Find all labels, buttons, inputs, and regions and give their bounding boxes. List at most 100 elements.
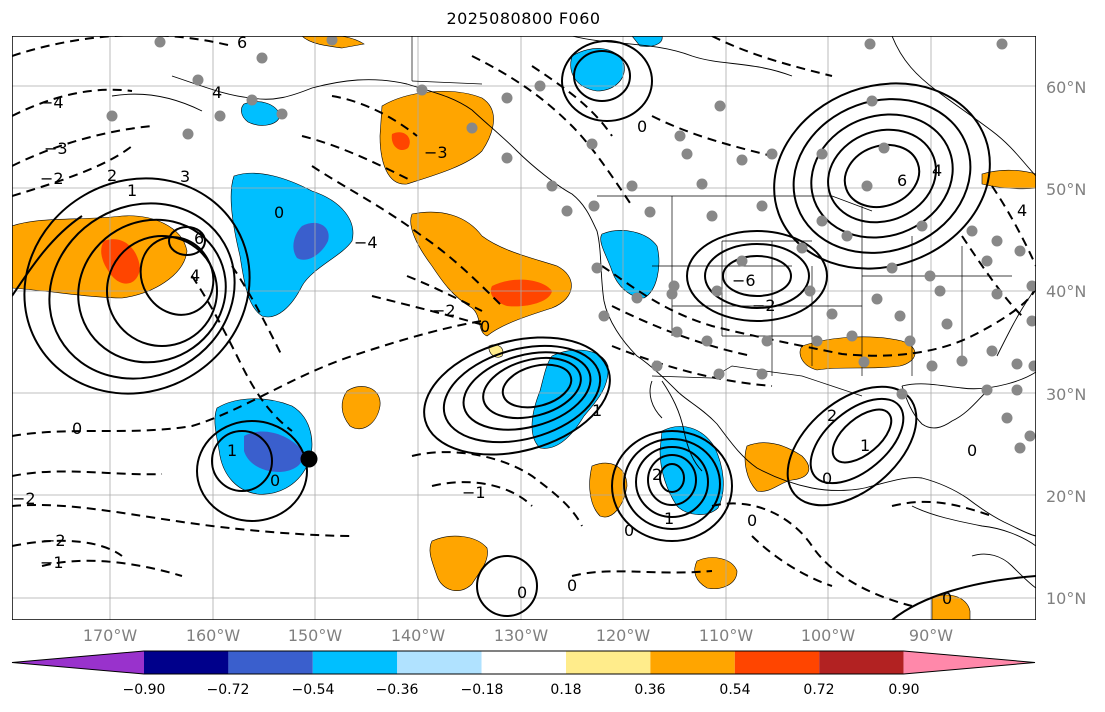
contour-label: −4 [40,93,64,112]
contour-label: 4 [190,266,200,285]
graticule [12,36,1036,620]
positive-anomaly-area [379,91,494,185]
contour-label: 2 [107,166,117,185]
contour-label: −2 [752,296,776,315]
map-title: 2025080800 F060 [446,9,601,28]
lon-label: 100°W [800,626,856,645]
lon-label: 170°W [82,626,138,645]
storm-position-marker [300,450,318,468]
colorbar-tick: −0.36 [375,682,419,698]
positive-anomaly-area [12,215,188,299]
colorbar-tick: 0.90 [888,682,920,698]
contour-label: 1 [127,181,137,200]
lat-label: 10°N [1046,589,1087,608]
lon-label: 140°W [390,626,446,645]
medium-negative-anomaly-area [293,222,329,260]
contour-label: 0 [637,117,647,136]
contour-label: 6 [237,36,247,52]
contour-label: 4 [212,83,222,102]
contour-label: 6 [194,229,204,248]
colorbar-segment [228,651,313,674]
contour-label: 0 [967,441,977,460]
contour-labels: −4 −3 −2 6 4 3 1 2 6 4 0 −4 −3 −2 0 0 −6… [12,36,1027,608]
negative-anomaly-area [600,230,660,299]
contour-label: −2 [42,531,66,550]
lon-label: 150°W [287,626,343,645]
contour-label: 0 [624,521,634,540]
contour-label: 2 [827,406,837,425]
contour-label: 4 [1017,201,1027,220]
lat-label: 20°N [1046,487,1087,506]
contour-label: 0 [480,317,490,336]
positive-anomaly-area [799,336,916,371]
contour-label: 0 [72,419,82,438]
contour-label: −1 [40,553,64,572]
lon-label: 130°W [493,626,549,645]
colorbar-segment [144,651,229,674]
positive-contours [12,40,1036,620]
colorbar-outline [11,650,1036,675]
positive-anomaly-area [744,442,810,492]
colorbar-tick: −0.90 [122,682,166,698]
contour-label: 3 [180,167,190,186]
contour-label: 6 [897,171,907,190]
weather-map: −4 −3 −2 6 4 3 1 2 6 4 0 −4 −3 −2 0 0 −6… [12,36,1036,620]
contour-label: 0 [567,576,577,595]
contour-label: −3 [424,143,448,162]
colorbar-segment [566,651,651,674]
lat-label: 40°N [1046,282,1087,301]
colorbar-segment [312,651,398,674]
contour-label: −3 [44,139,68,158]
contour-label: 0 [270,471,280,490]
contour-label: 1 [664,509,674,528]
contour-label: 1 [860,436,870,455]
negative-contours [12,36,1036,607]
medium-negative-anomaly-area [244,431,303,472]
colorbar-segment [397,651,482,674]
colorbar-segment [734,651,820,674]
positive-anomaly-area [410,211,572,337]
lon-label: 120°W [595,626,651,645]
contour-label: 4 [932,161,942,180]
colorbar [11,650,1036,675]
contour-label: −4 [354,233,378,252]
colorbar-tick: 0.18 [550,682,582,698]
colorbar-tick: −0.72 [206,682,250,698]
lat-label: 50°N [1046,180,1087,199]
colorbar-segment [650,651,735,674]
lon-label: 90°W [908,626,954,645]
contour-label: 0 [822,469,832,488]
contour-label: 0 [942,589,952,608]
negative-anomaly-area [230,172,354,318]
colorbar-segment [12,651,144,674]
contour-label: −2 [12,489,36,508]
colorbar-tick: 0.54 [719,682,751,698]
colorbar-tick: −0.18 [460,682,504,698]
positive-anomaly-area [429,535,488,591]
positive-anomaly-area [694,557,738,589]
colorbar-tick: 0.36 [634,682,666,698]
contour-label: −1 [462,483,486,502]
contour-label: 0 [517,583,527,602]
contour-label: −2 [432,301,456,320]
lon-label: 160°W [185,626,241,645]
colorbar-tick: 0.72 [803,682,835,698]
lon-label: 110°W [698,626,754,645]
colorbar-segment [903,651,1035,674]
strong-positive-anomaly-area [391,132,410,151]
contour-label: 0 [274,203,284,222]
contour-label: 2 [652,465,662,484]
station-markers [106,36,1036,454]
contour-label: 1 [592,401,602,420]
lat-label: 60°N [1046,78,1087,97]
negative-anomaly-area [570,48,625,92]
colorbar-segment [819,651,904,674]
contour-label: 1 [227,441,237,460]
positive-anomaly-area [341,386,381,430]
contour-label: −2 [40,169,64,188]
negative-anomaly-area [241,101,281,126]
contour-label: −6 [732,271,756,290]
colorbar-segment [481,651,566,674]
lat-label: 30°N [1046,385,1087,404]
contour-label: 0 [747,511,757,530]
